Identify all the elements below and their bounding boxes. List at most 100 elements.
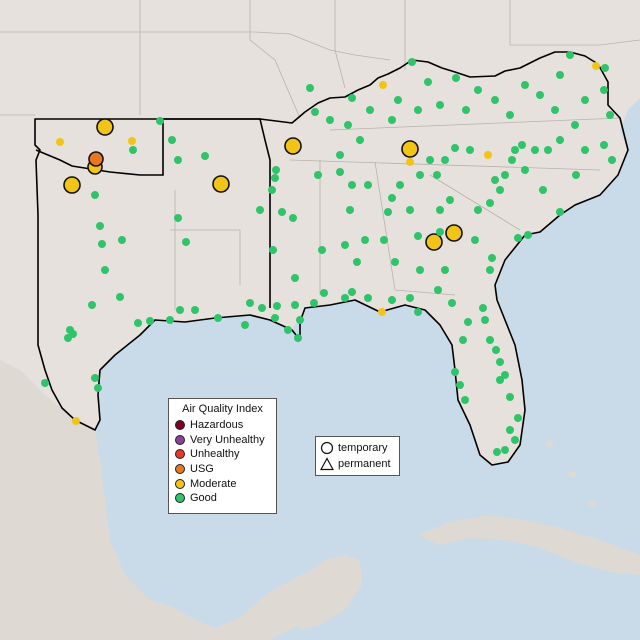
- good-monitor-marker[interactable]: [310, 299, 318, 307]
- good-monitor-marker[interactable]: [336, 168, 344, 176]
- good-monitor-marker[interactable]: [344, 121, 352, 129]
- good-monitor-marker[interactable]: [414, 232, 422, 240]
- good-monitor-marker[interactable]: [481, 316, 489, 324]
- good-monitor-marker[interactable]: [511, 146, 519, 154]
- good-monitor-marker[interactable]: [116, 293, 124, 301]
- good-monitor-marker[interactable]: [471, 236, 479, 244]
- good-monitor-marker[interactable]: [91, 191, 99, 199]
- moderate-monitor-marker[interactable]: [445, 224, 463, 242]
- good-monitor-marker[interactable]: [272, 166, 280, 174]
- good-monitor-marker[interactable]: [291, 274, 299, 282]
- good-monitor-marker[interactable]: [146, 317, 154, 325]
- moderate-monitor-marker[interactable]: [425, 233, 443, 251]
- good-monitor-marker[interactable]: [341, 241, 349, 249]
- good-monitor-marker[interactable]: [462, 106, 470, 114]
- good-monitor-marker[interactable]: [320, 289, 328, 297]
- good-monitor-marker[interactable]: [348, 288, 356, 296]
- good-monitor-marker[interactable]: [496, 376, 504, 384]
- good-monitor-marker[interactable]: [492, 346, 500, 354]
- good-monitor-marker[interactable]: [506, 111, 514, 119]
- good-monitor-marker[interactable]: [406, 206, 414, 214]
- good-monitor-marker[interactable]: [364, 294, 372, 302]
- good-monitor-marker[interactable]: [506, 393, 514, 401]
- moderate-monitor-marker[interactable]: [63, 176, 81, 194]
- good-monitor-marker[interactable]: [129, 146, 137, 154]
- good-monitor-marker[interactable]: [296, 316, 304, 324]
- good-monitor-marker[interactable]: [69, 330, 77, 338]
- moderate-monitor-marker[interactable]: [379, 81, 387, 89]
- good-monitor-marker[interactable]: [156, 117, 164, 125]
- good-monitor-marker[interactable]: [600, 86, 608, 94]
- moderate-monitor-marker[interactable]: [378, 308, 386, 316]
- good-monitor-marker[interactable]: [581, 146, 589, 154]
- good-monitor-marker[interactable]: [201, 152, 209, 160]
- good-monitor-marker[interactable]: [166, 316, 174, 324]
- good-monitor-marker[interactable]: [388, 296, 396, 304]
- good-monitor-marker[interactable]: [416, 266, 424, 274]
- good-monitor-marker[interactable]: [214, 314, 222, 322]
- moderate-monitor-marker[interactable]: [406, 158, 414, 166]
- good-monitor-marker[interactable]: [491, 96, 499, 104]
- good-monitor-marker[interactable]: [348, 181, 356, 189]
- good-monitor-marker[interactable]: [241, 321, 249, 329]
- good-monitor-marker[interactable]: [566, 51, 574, 59]
- good-monitor-marker[interactable]: [318, 246, 326, 254]
- good-monitor-marker[interactable]: [501, 371, 509, 379]
- good-monitor-marker[interactable]: [551, 106, 559, 114]
- good-monitor-marker[interactable]: [191, 306, 199, 314]
- good-monitor-marker[interactable]: [388, 194, 396, 202]
- moderate-monitor-marker[interactable]: [212, 175, 230, 193]
- good-monitor-marker[interactable]: [486, 266, 494, 274]
- good-monitor-marker[interactable]: [600, 141, 608, 149]
- good-monitor-marker[interactable]: [306, 84, 314, 92]
- good-monitor-marker[interactable]: [452, 74, 460, 82]
- moderate-monitor-marker[interactable]: [128, 137, 136, 145]
- good-monitor-marker[interactable]: [406, 294, 414, 302]
- good-monitor-marker[interactable]: [366, 106, 374, 114]
- good-monitor-marker[interactable]: [536, 91, 544, 99]
- good-monitor-marker[interactable]: [168, 136, 176, 144]
- good-monitor-marker[interactable]: [474, 206, 482, 214]
- good-monitor-marker[interactable]: [391, 258, 399, 266]
- good-monitor-marker[interactable]: [291, 301, 299, 309]
- moderate-monitor-marker[interactable]: [401, 140, 419, 158]
- good-monitor-marker[interactable]: [556, 208, 564, 216]
- good-monitor-marker[interactable]: [353, 258, 361, 266]
- good-monitor-marker[interactable]: [496, 186, 504, 194]
- good-monitor-marker[interactable]: [118, 236, 126, 244]
- good-monitor-marker[interactable]: [314, 171, 322, 179]
- good-monitor-marker[interactable]: [514, 414, 522, 422]
- good-monitor-marker[interactable]: [311, 108, 319, 116]
- good-monitor-marker[interactable]: [289, 214, 297, 222]
- good-monitor-marker[interactable]: [101, 266, 109, 274]
- good-monitor-marker[interactable]: [451, 368, 459, 376]
- good-monitor-marker[interactable]: [294, 334, 302, 342]
- good-monitor-marker[interactable]: [436, 228, 444, 236]
- good-monitor-marker[interactable]: [271, 174, 279, 182]
- good-monitor-marker[interactable]: [556, 71, 564, 79]
- good-monitor-marker[interactable]: [346, 206, 354, 214]
- good-monitor-marker[interactable]: [273, 302, 281, 310]
- good-monitor-marker[interactable]: [451, 144, 459, 152]
- good-monitor-marker[interactable]: [98, 240, 106, 248]
- good-monitor-marker[interactable]: [434, 286, 442, 294]
- usg-monitor-marker[interactable]: [88, 151, 104, 167]
- moderate-monitor-marker[interactable]: [96, 118, 114, 136]
- good-monitor-marker[interactable]: [441, 156, 449, 164]
- good-monitor-marker[interactable]: [459, 336, 467, 344]
- good-monitor-marker[interactable]: [134, 319, 142, 327]
- good-monitor-marker[interactable]: [436, 101, 444, 109]
- good-monitor-marker[interactable]: [501, 446, 509, 454]
- good-monitor-marker[interactable]: [416, 171, 424, 179]
- good-monitor-marker[interactable]: [448, 299, 456, 307]
- good-monitor-marker[interactable]: [544, 146, 552, 154]
- moderate-monitor-marker[interactable]: [284, 137, 302, 155]
- good-monitor-marker[interactable]: [356, 136, 364, 144]
- good-monitor-marker[interactable]: [488, 254, 496, 262]
- good-monitor-marker[interactable]: [258, 304, 266, 312]
- good-monitor-marker[interactable]: [446, 196, 454, 204]
- good-monitor-marker[interactable]: [41, 379, 49, 387]
- good-monitor-marker[interactable]: [601, 64, 609, 72]
- good-monitor-marker[interactable]: [96, 222, 104, 230]
- good-monitor-marker[interactable]: [501, 171, 509, 179]
